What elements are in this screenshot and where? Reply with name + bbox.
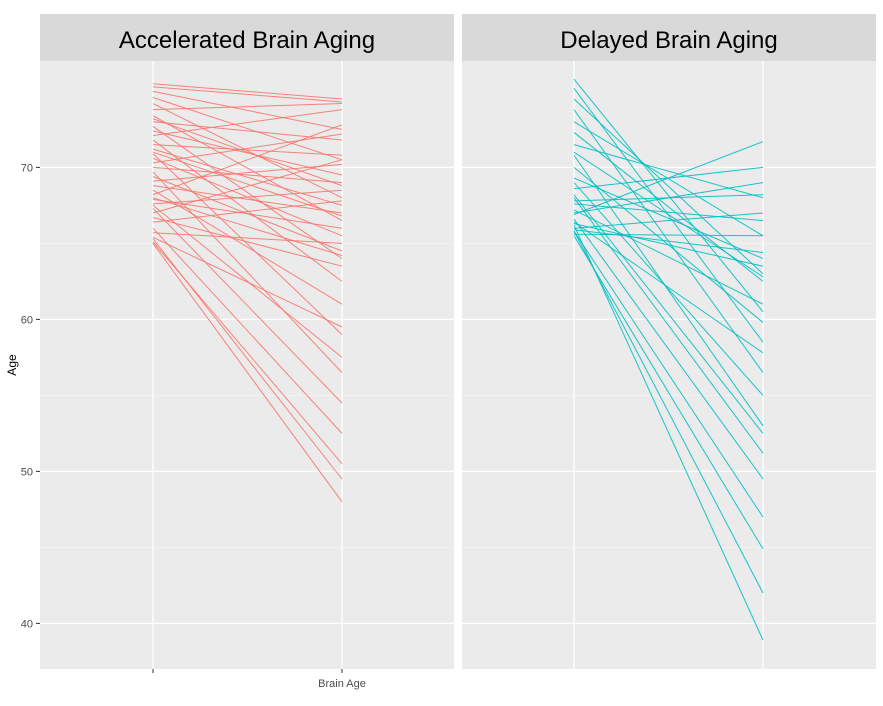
gridlines <box>462 61 876 669</box>
series-line-15 <box>152 153 343 335</box>
series-line-21 <box>152 163 343 182</box>
series-line-29 <box>152 217 343 267</box>
series-line-17 <box>573 223 764 267</box>
series-line-3 <box>152 90 343 130</box>
series-line-18 <box>152 166 343 184</box>
series-line-27 <box>573 151 764 278</box>
y-tick-label: 50 <box>21 466 33 478</box>
series-line-7 <box>573 144 764 199</box>
series-line-30 <box>573 229 764 254</box>
series-line-14 <box>152 148 343 206</box>
series-line-21 <box>573 235 764 550</box>
series-line-22 <box>152 185 343 214</box>
series-line-13 <box>152 144 343 156</box>
series-line-8 <box>573 154 764 427</box>
panel-title: Accelerated Brain Aging <box>119 27 375 54</box>
series-line-6 <box>152 103 343 111</box>
series-line-33 <box>152 236 343 328</box>
series-line-9 <box>152 125 343 260</box>
series-line-5 <box>152 103 343 199</box>
series-line-29 <box>573 221 764 354</box>
panel-strip <box>462 14 876 61</box>
series-line-28 <box>152 159 343 214</box>
series-line-17 <box>152 133 343 164</box>
series-line-35 <box>152 243 343 503</box>
series-line-30 <box>152 200 343 223</box>
series-line-26 <box>573 182 764 396</box>
series-line-19 <box>152 171 343 373</box>
series-line-32 <box>152 232 343 244</box>
series-lines <box>152 83 343 503</box>
series-lines <box>573 78 764 641</box>
y-tick-label: 70 <box>21 162 33 174</box>
series-line-18 <box>573 212 764 229</box>
series-line-23 <box>152 189 343 305</box>
series-line-11 <box>152 109 343 136</box>
series-line-19 <box>573 230 764 518</box>
series-line-1 <box>152 83 343 100</box>
x-axis: Brain Age <box>152 669 366 690</box>
panel-background <box>40 61 454 669</box>
series-line-2 <box>152 86 343 103</box>
panel-delayed-brain-aging: Delayed Brain Aging <box>462 14 876 669</box>
panel-title: Delayed Brain Aging <box>560 27 777 54</box>
y-tick-label: 40 <box>21 618 33 630</box>
series-line-40 <box>152 118 343 187</box>
series-line-38 <box>152 197 343 257</box>
series-line-37 <box>152 205 343 358</box>
series-line-26 <box>152 189 343 205</box>
series-line-16 <box>573 218 764 480</box>
series-line-28 <box>573 194 764 202</box>
series-line-24 <box>152 124 343 196</box>
series-line-12 <box>573 197 764 454</box>
panel-background <box>462 61 876 669</box>
series-line-36 <box>152 238 343 480</box>
series-line-1 <box>573 78 764 313</box>
series-line-2 <box>573 88 764 343</box>
panel-accelerated-brain-aging: Accelerated Brain Aging <box>40 14 454 669</box>
series-line-13 <box>573 203 764 222</box>
y-tick-label: 60 <box>21 314 33 326</box>
series-line-4 <box>152 97 343 161</box>
series-line-7 <box>152 115 343 222</box>
series-line-10 <box>573 177 764 260</box>
y-axis: 40 50 60 70 <box>21 162 40 630</box>
y-axis-title: Age <box>5 354 19 376</box>
series-line-5 <box>573 121 764 237</box>
series-line-25 <box>573 194 764 434</box>
series-line-15 <box>573 141 764 215</box>
x-tick-label: Brain Age <box>318 678 366 690</box>
series-line-31 <box>152 227 343 434</box>
series-line-23 <box>573 224 764 641</box>
series-line-39 <box>152 151 343 217</box>
panel-strip <box>40 14 454 61</box>
series-line-10 <box>152 130 343 176</box>
series-line-22 <box>573 231 764 594</box>
series-line-27 <box>152 208 343 404</box>
